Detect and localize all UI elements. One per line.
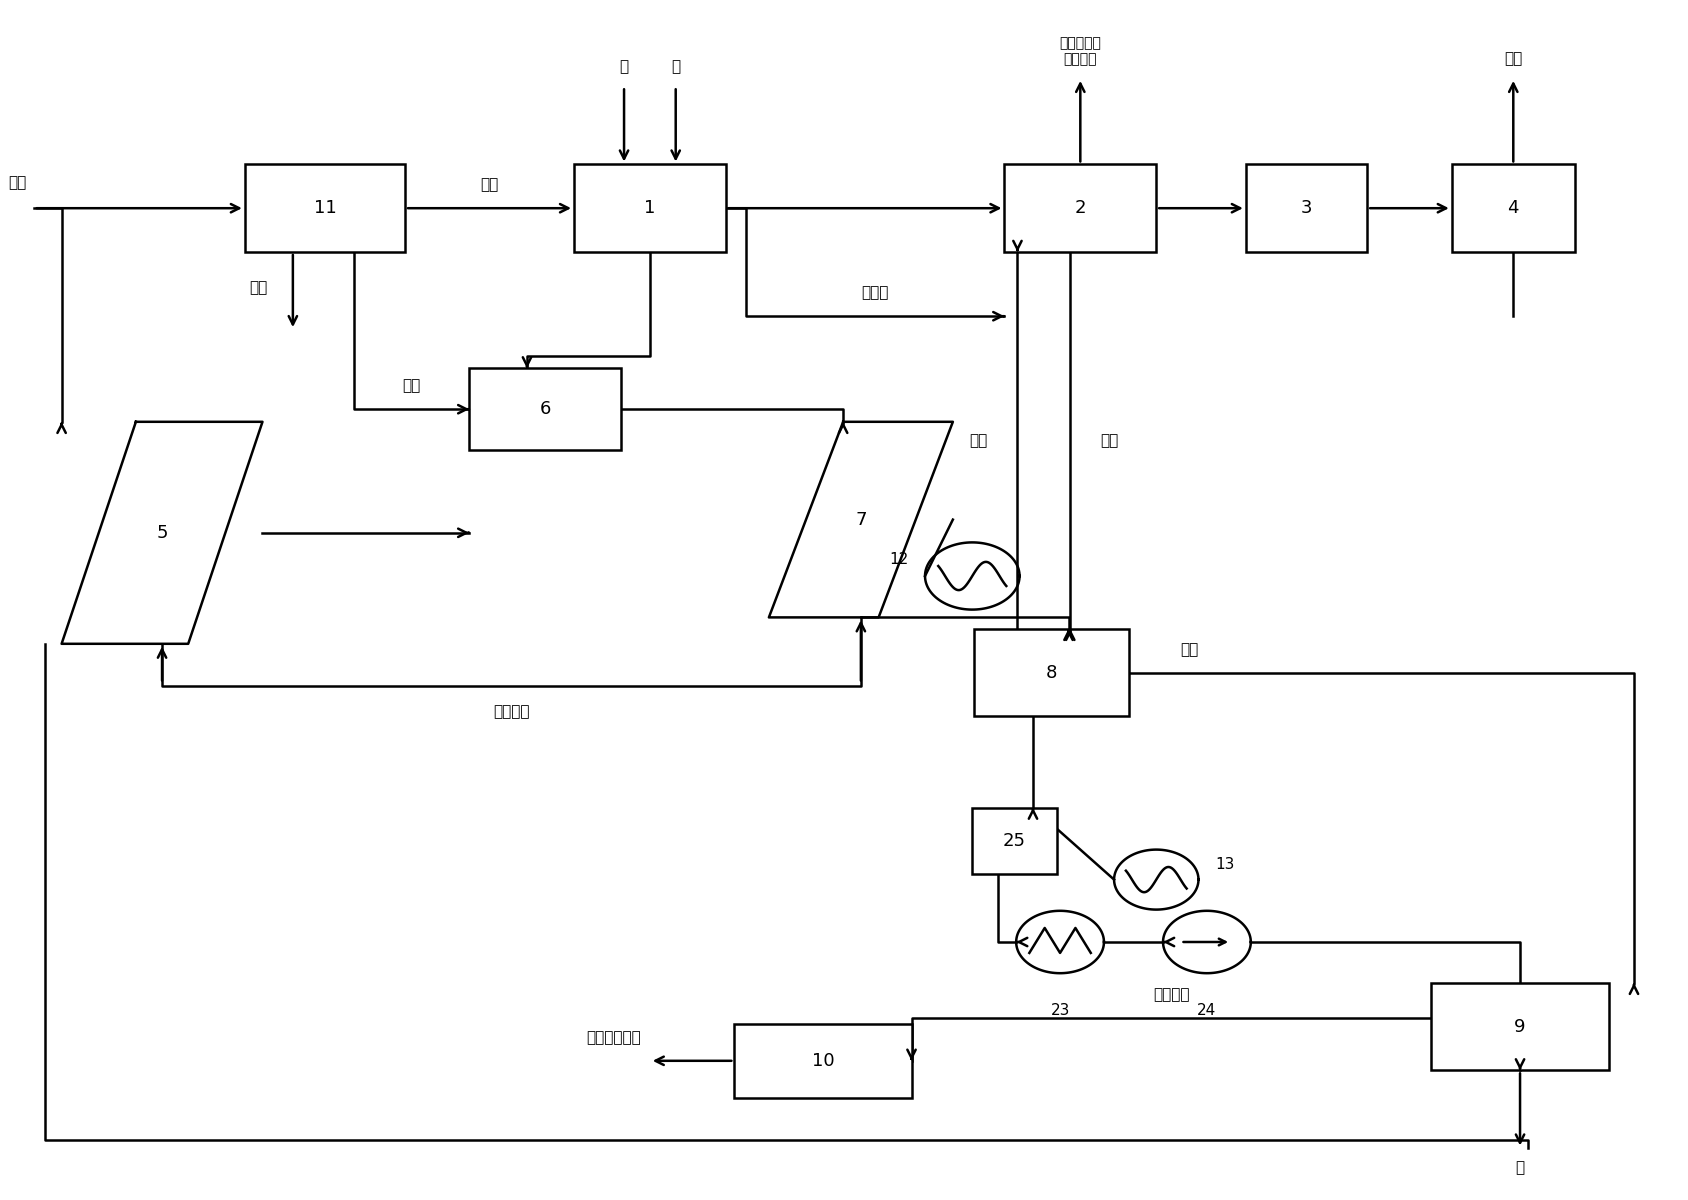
Text: 10: 10 [812,1051,834,1070]
Text: 水: 水 [1516,1160,1524,1176]
Polygon shape [1163,911,1251,973]
FancyBboxPatch shape [972,808,1057,874]
Text: 灰尘、碱金
属等杂质: 灰尘、碱金 属等杂质 [1060,36,1101,66]
Text: 2: 2 [1075,199,1085,217]
Text: 23: 23 [1050,1003,1070,1018]
Text: 空气: 空气 [8,175,27,190]
Text: 二氧化碳: 二氧化碳 [1153,988,1190,1002]
FancyBboxPatch shape [1004,164,1156,252]
Text: 煤: 煤 [672,59,680,74]
Text: 氮气: 氮气 [250,281,267,295]
Polygon shape [768,422,952,618]
Text: 8: 8 [1047,664,1057,682]
Text: 液态二氧化碳: 液态二氧化碳 [587,1030,641,1045]
Text: 4: 4 [1507,199,1519,217]
Text: 12: 12 [890,552,908,566]
Text: 7: 7 [856,511,866,528]
Text: 24: 24 [1197,1003,1217,1018]
Text: 6: 6 [540,400,550,418]
Text: 给水: 给水 [1101,433,1119,448]
Text: 3: 3 [1301,199,1312,217]
Text: 25: 25 [1003,832,1026,850]
Text: 氧气: 氧气 [402,378,420,394]
FancyBboxPatch shape [734,1024,912,1098]
Text: 13: 13 [1215,857,1234,872]
FancyBboxPatch shape [245,164,405,252]
Text: 烟气: 烟气 [1180,642,1198,658]
Text: 9: 9 [1514,1018,1526,1036]
Text: 水: 水 [619,59,628,74]
Text: 5: 5 [157,523,167,541]
Polygon shape [1016,911,1104,973]
FancyBboxPatch shape [1431,983,1609,1070]
FancyBboxPatch shape [1452,164,1575,252]
FancyBboxPatch shape [974,629,1129,716]
Text: 硫磺: 硫磺 [1504,50,1523,66]
Text: 11: 11 [314,199,336,217]
FancyBboxPatch shape [469,368,621,450]
FancyBboxPatch shape [1246,164,1367,252]
Text: 净煤气: 净煤气 [861,286,890,300]
FancyBboxPatch shape [574,164,726,252]
Polygon shape [925,542,1020,610]
Text: 冷却空气: 冷却空气 [493,703,530,719]
Text: 蒸汽: 蒸汽 [969,433,987,448]
Polygon shape [62,421,263,643]
Text: 1: 1 [645,199,655,217]
Polygon shape [1114,850,1198,910]
Text: 氧气: 氧气 [481,178,498,192]
